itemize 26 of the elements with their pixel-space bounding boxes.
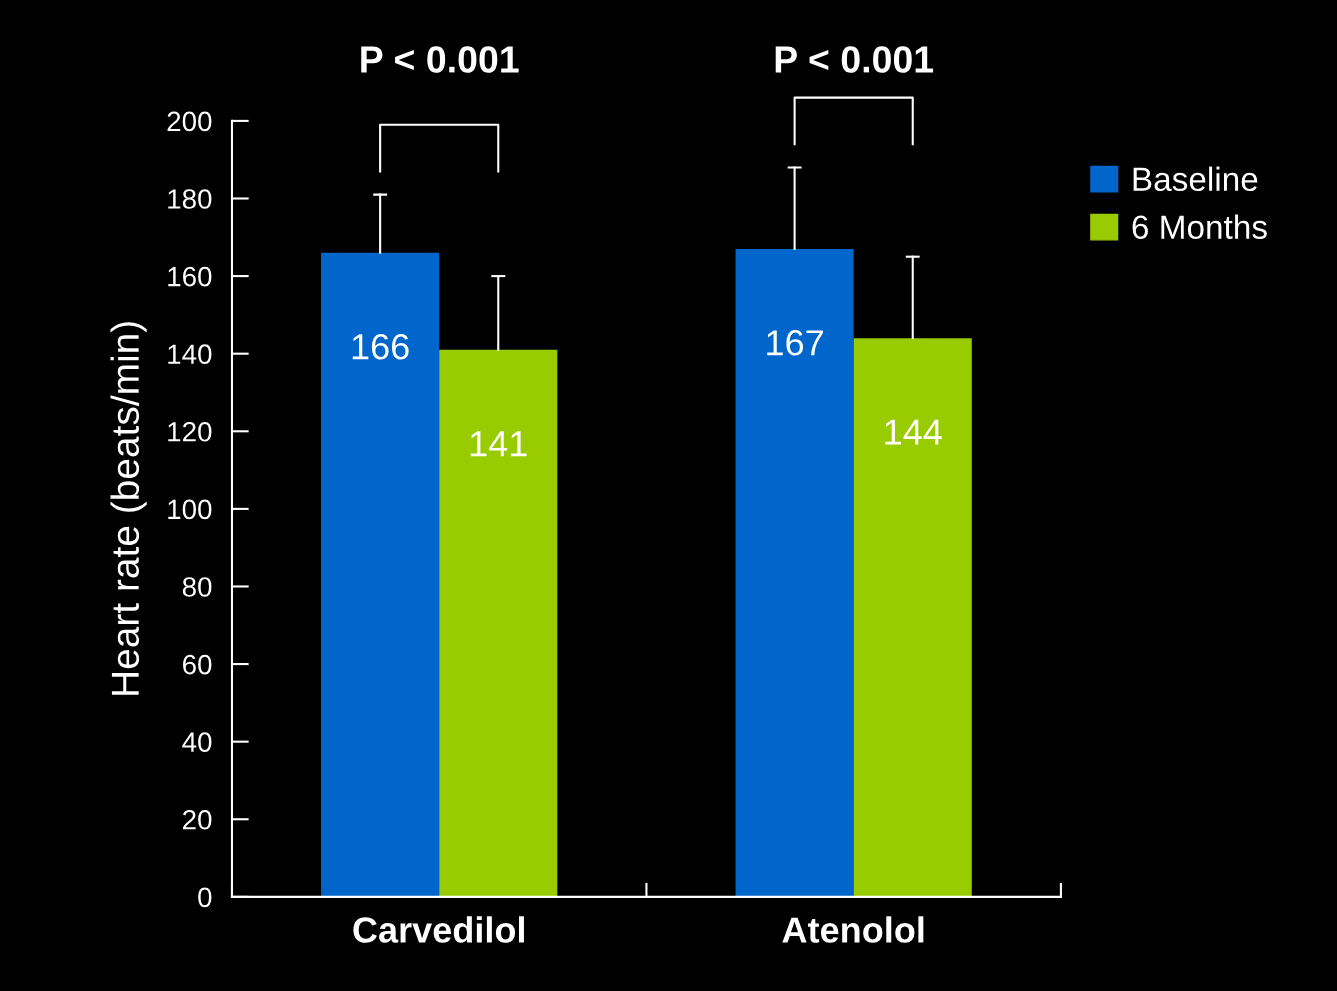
x-tick-label: Carvedilol [353, 916, 524, 943]
y-tick-label: 80 [182, 577, 212, 597]
bar [439, 349, 558, 897]
y-tick-label: 40 [182, 732, 212, 752]
legend-label: 6 Months [1132, 214, 1267, 239]
y-tick-label: 160 [168, 266, 212, 287]
legend-label: Baseline [1133, 166, 1258, 192]
y-axis-title: Heart rate (beats/min) [110, 322, 147, 695]
y-tick-label: 60 [183, 654, 212, 675]
text: P < 0.001 [361, 46, 519, 73]
bar [853, 338, 972, 897]
y-tick-label: 20 [183, 809, 212, 830]
bar [735, 248, 854, 897]
y-tick-label: 140 [168, 344, 212, 365]
bar [321, 252, 440, 897]
data-label: 141 [470, 431, 527, 457]
data-label: 166 [352, 333, 409, 360]
data-label: 144 [885, 419, 942, 445]
y-tick-label: 100 [168, 499, 212, 520]
y-tick-label: 200 [167, 111, 212, 132]
text: P < 0.001 [775, 46, 934, 73]
y-tick-label: 0 [198, 887, 212, 908]
x-tick-label: Atenolol [782, 916, 924, 943]
y-tick-label: 120 [168, 421, 212, 442]
y-tick-label: 180 [168, 189, 212, 209]
data-label: 167 [767, 330, 823, 356]
